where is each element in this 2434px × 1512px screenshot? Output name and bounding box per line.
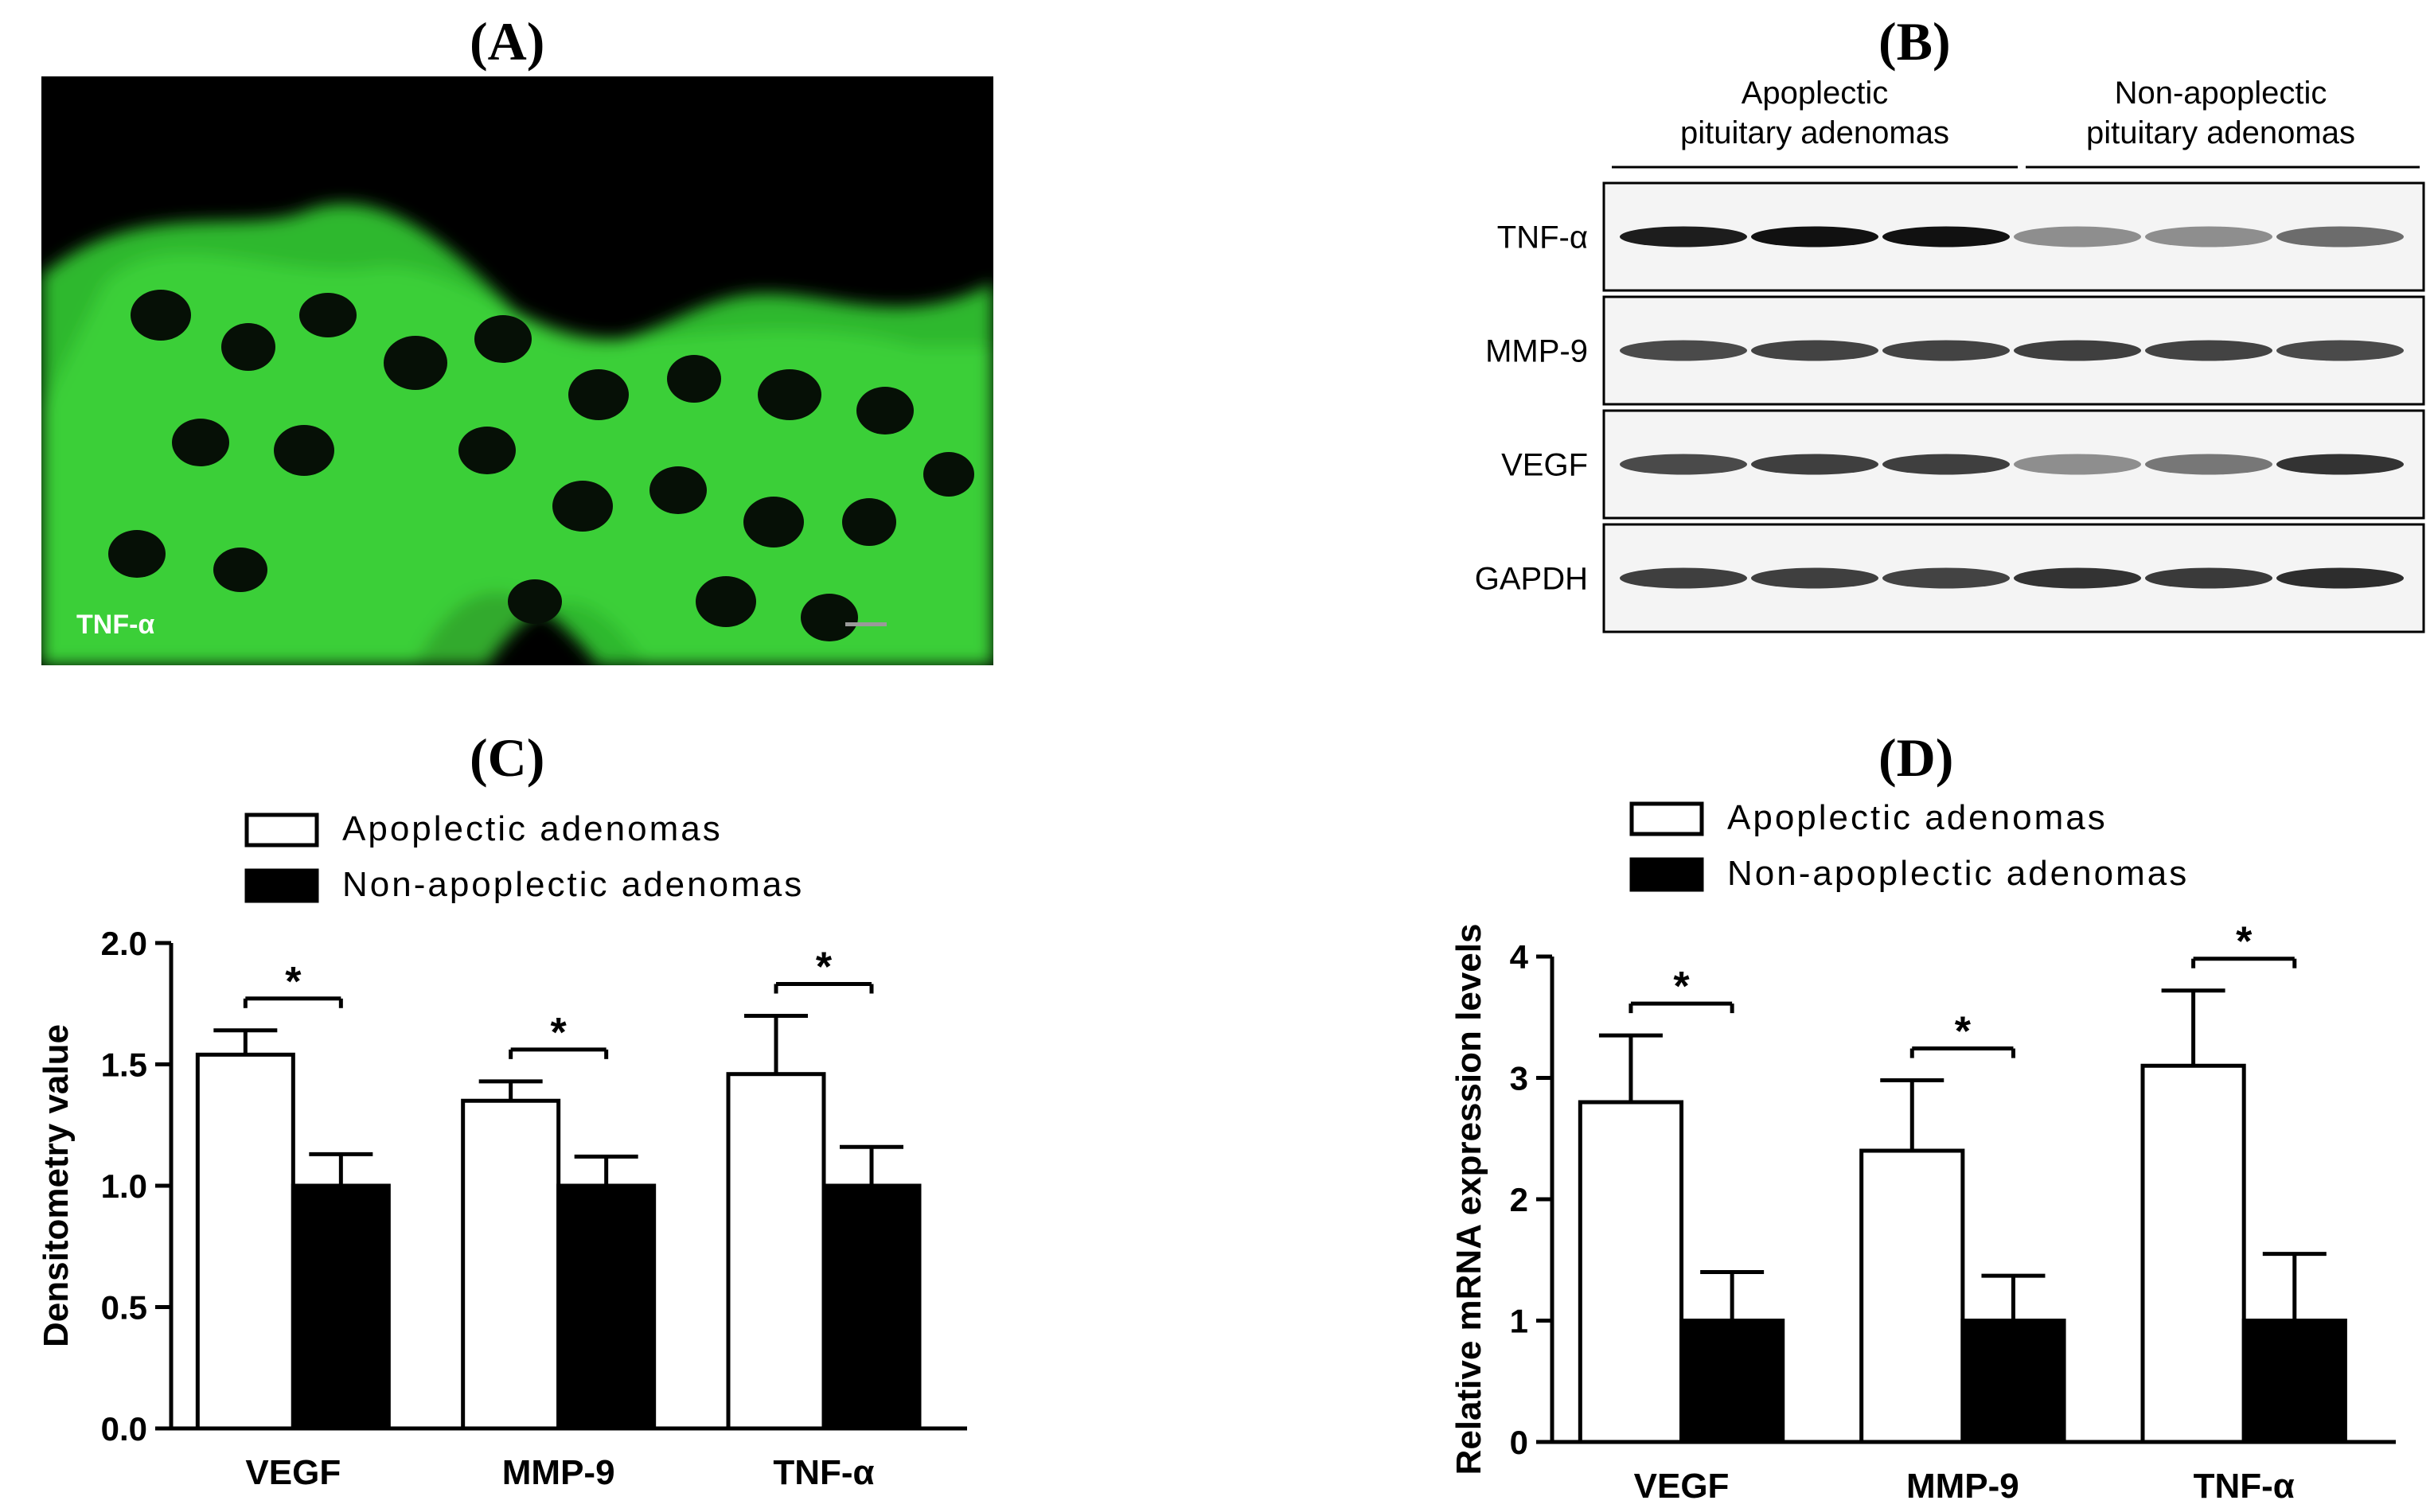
- micrograph-label: TNF-α: [76, 610, 154, 640]
- blot-rows: TNF-α MMP-9 VEGF GAPDH: [1475, 181, 2425, 633]
- significance-star: *: [816, 945, 833, 991]
- scale-bar: [845, 622, 887, 626]
- y-tick-label: 0.0: [101, 1410, 147, 1448]
- blot-row-label: MMP-9: [1485, 334, 1588, 369]
- group-label-apoplectic-line1: Apoplectic: [1742, 76, 1889, 111]
- blot-row-label: VEGF: [1501, 448, 1588, 483]
- y-tick-label: 1: [1510, 1303, 1528, 1340]
- blot-band: [2145, 340, 2272, 361]
- y-tick-label: 1.5: [101, 1046, 147, 1084]
- blot-band: [1751, 567, 1878, 589]
- bar: [1578, 1100, 1684, 1444]
- bar: [2241, 1319, 2347, 1444]
- group-label-non-apoplectic-line1: Non-apoplectic: [2115, 76, 2327, 111]
- x-tick-label: MMP-9: [502, 1453, 615, 1492]
- panel-c-letter: (C): [470, 727, 545, 788]
- bar: [461, 1098, 561, 1431]
- blot-band: [1882, 226, 2010, 247]
- y-tick-label: 0: [1510, 1424, 1528, 1461]
- legend-label: Apoplectic adenomas: [342, 809, 723, 848]
- panel-d-letter: (D): [1878, 727, 1954, 788]
- bar: [195, 1052, 295, 1431]
- blot-band: [1620, 226, 1747, 247]
- x-tick-label: MMP-9: [1906, 1467, 2019, 1504]
- tissue-fluorescence: [41, 204, 993, 665]
- blot-band: [2014, 340, 2141, 361]
- blot-band: [1882, 567, 2010, 589]
- significance-star: *: [1955, 1009, 1972, 1055]
- y-tick-label: 2.0: [101, 925, 147, 962]
- panel-b-letter: (B): [1878, 11, 1951, 72]
- blot-band: [2276, 340, 2404, 361]
- blot-band: [2014, 226, 2141, 247]
- legend-label: Non-apoplectic adenomas: [1727, 854, 2189, 893]
- bar: [821, 1183, 922, 1431]
- legend-swatch: [244, 868, 319, 903]
- blot-band: [2145, 454, 2272, 475]
- fluorescence-micrograph: TNF-α: [41, 76, 993, 665]
- legend-label: Apoplectic adenomas: [1727, 798, 2108, 837]
- blot-band: [1751, 340, 1878, 361]
- group-label-apoplectic-line2: pituitary adenomas: [1680, 115, 1949, 150]
- y-tick-label: 4: [1510, 938, 1529, 976]
- x-tick-label: TNF-α: [2194, 1467, 2295, 1504]
- blot-row-label: TNF-α: [1497, 220, 1588, 255]
- blot-band: [1620, 454, 1747, 475]
- western-blot: Apoplectic pituitary adenomas Non-apople…: [1475, 76, 2425, 633]
- blot-band: [2276, 454, 2404, 475]
- bar: [291, 1183, 391, 1431]
- legend-swatch: [1629, 857, 1704, 892]
- y-axis-title: Densitometry value: [37, 1024, 76, 1347]
- bar: [1679, 1319, 1785, 1444]
- blot-band: [2014, 454, 2141, 475]
- blot-band: [2014, 567, 2141, 589]
- blot-band: [2145, 567, 2272, 589]
- x-tick-label: TNF-α: [773, 1453, 874, 1492]
- bar: [2140, 1063, 2246, 1444]
- blot-band: [1620, 567, 1747, 589]
- bar: [726, 1072, 826, 1431]
- chart-d: Apoplectic adenomas Non-apoplectic adenom…: [1449, 798, 2396, 1504]
- y-tick-label: 0.5: [101, 1289, 147, 1327]
- group-label-non-apoplectic-line2: pituitary adenomas: [2086, 115, 2355, 150]
- blot-row-label: GAPDH: [1475, 562, 1588, 597]
- blot-band: [2276, 226, 2404, 247]
- significance-star: *: [2236, 919, 2253, 965]
- blot-band: [2145, 226, 2272, 247]
- panel-a-letter: (A): [470, 11, 545, 72]
- y-tick-label: 1.0: [101, 1167, 147, 1205]
- bar: [1859, 1148, 1965, 1444]
- blot-band: [1751, 226, 1878, 247]
- y-tick-label: 3: [1510, 1060, 1528, 1097]
- chart-c: Apoplectic adenomas Non-apoplectic adenom…: [37, 809, 967, 1492]
- blot-band: [1882, 454, 2010, 475]
- blot-band: [2276, 567, 2404, 589]
- blot-band: [1620, 340, 1747, 361]
- x-tick-label: VEGF: [1634, 1467, 1730, 1504]
- significance-star: *: [285, 959, 302, 1005]
- bar: [1960, 1319, 2066, 1444]
- x-tick-label: VEGF: [245, 1453, 341, 1492]
- legend-swatch: [1629, 801, 1704, 836]
- blot-band: [1751, 454, 1878, 475]
- y-tick-label: 2: [1510, 1181, 1528, 1218]
- cell-nuclei: [108, 290, 974, 641]
- legend-swatch: [244, 813, 319, 848]
- bar: [556, 1183, 657, 1431]
- blot-band: [1882, 340, 2010, 361]
- y-axis-title: Relative mRNA expression levels: [1449, 924, 1488, 1475]
- significance-star: *: [551, 1010, 568, 1056]
- significance-star: *: [1673, 964, 1690, 1010]
- legend-label: Non-apoplectic adenomas: [342, 865, 804, 904]
